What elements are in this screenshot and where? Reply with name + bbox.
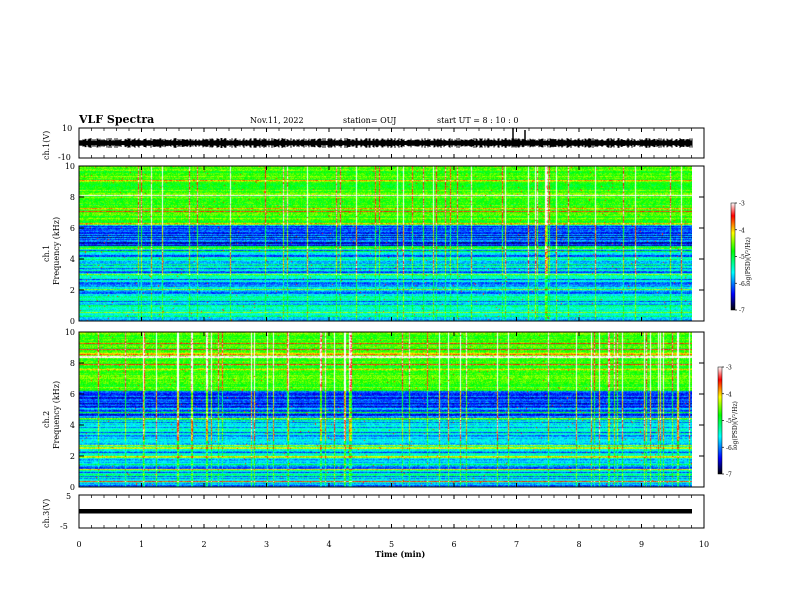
ch1-waveform-ylabel: ch.1(V) [42, 131, 51, 160]
figure-title: VLF Spectra [78, 113, 154, 126]
ch1-colorbar-label: log(PSD)(V²/Hz) [745, 237, 752, 286]
xtick-label: 9 [639, 540, 644, 549]
ytick-label: 4 [70, 421, 75, 430]
colorbar-tick-label: -7 [726, 472, 732, 479]
colorbar-tick-label: -4 [739, 227, 745, 234]
ch2-spectrogram-ylabel-b: Frequency (kHz) [52, 381, 61, 449]
ch2-colorbar-ticks: -3 -4 -5 -6 -7 [722, 365, 732, 479]
ch2-colorbar: -3 -4 -5 -6 -7 log(PSD)(V²/Hz) [717, 365, 739, 479]
station-label: station= OUJ [343, 116, 396, 125]
xtick-label: 8 [576, 540, 581, 549]
xtick-label: 4 [326, 540, 331, 549]
ch2-colorbar-label: log(PSD)(V²/Hz) [732, 401, 739, 450]
ch1-spectrogram-yticks: 0 2 4 6 8 10 [65, 162, 704, 326]
colorbar-tick-label: -3 [739, 201, 745, 208]
colorbar-tick-label: -5 [726, 418, 732, 425]
xtick-label: 3 [264, 540, 269, 549]
ch1-colorbar-gradient [730, 202, 736, 311]
ytick-label: 10 [65, 162, 75, 171]
ch2-colorbar-gradient [717, 366, 723, 475]
ytick-label: 8 [70, 193, 75, 202]
ytick-label: 8 [70, 359, 75, 368]
start-time-label: start UT = 8 : 10 : 0 [437, 116, 518, 125]
colorbar-tick-label: -3 [726, 365, 732, 372]
time-axis-label: Time (min) [375, 549, 425, 559]
ch3-ytick-top: 5 [66, 492, 71, 501]
ch1-waveform-trace [78, 128, 693, 148]
ytick-label: 4 [70, 255, 75, 264]
xtick-label: 0 [76, 540, 81, 549]
ch1-colorbar-ticks: -3 -4 -5 -6 -7 [735, 201, 745, 315]
time-axis-ticks: 0 1 2 3 4 5 6 7 8 9 10 [76, 128, 709, 549]
ch1-spectrogram-ylabel-a: ch.1 [42, 245, 51, 262]
xtick-label: 1 [139, 540, 144, 549]
date-label: Nov.11, 2022 [250, 116, 304, 125]
ch1-waveform-path [78, 138, 693, 148]
ch1-spectrogram-raster [79, 166, 692, 321]
ch3-ytick-bottom: -5 [60, 522, 68, 531]
ch2-spectrogram-image [79, 332, 692, 487]
colorbar-tick-label: -6 [739, 281, 745, 288]
ytick-label: 0 [70, 317, 75, 326]
xtick-label: 5 [389, 540, 394, 549]
ch1-waveform-panel: 10 -10 ch.1(V) [42, 124, 705, 162]
ch1-spectrogram-ylabel-b: Frequency (kHz) [52, 217, 61, 285]
ch1-spectrogram-image [79, 166, 692, 321]
xtick-label: 7 [514, 540, 519, 549]
ch2-spectrogram-raster [79, 332, 692, 487]
ch2-spectrogram-panel: 0 2 4 6 8 10 ch.2 Frequency (kHz) [42, 328, 705, 492]
ch3-waveform-ylabel: ch.3(V) [42, 499, 51, 528]
ch2-spectrogram-ylabel-a: ch.2 [42, 411, 51, 428]
xtick-label: 10 [699, 540, 709, 549]
xtick-label: 2 [201, 540, 206, 549]
colorbar-tick-label: -6 [726, 445, 732, 452]
ytick-label: 0 [70, 483, 75, 492]
ytick-label: 10 [65, 328, 75, 337]
colorbar-tick-label: -4 [726, 391, 732, 398]
ytick-label: 2 [70, 286, 75, 295]
ch1-spectrogram-panel: 0 2 4 6 8 10 ch.1 Frequency (kHz) [42, 162, 705, 326]
ch3-waveform-trace [79, 509, 692, 514]
ch2-spectrogram-yticks: 0 2 4 6 8 10 [65, 328, 704, 492]
colorbar-tick-label: -7 [739, 308, 745, 315]
colorbar-tick-label: -5 [739, 254, 745, 261]
ytick-label: 2 [70, 452, 75, 461]
ch1-ytick-top: 10 [62, 124, 72, 133]
ytick-label: 6 [70, 224, 75, 233]
xtick-label: 6 [451, 540, 456, 549]
ch1-colorbar: -3 -4 -5 -6 -7 log(PSD)(V²/Hz) [730, 201, 752, 315]
ytick-label: 6 [70, 390, 75, 399]
ch1-ytick-bottom: -10 [58, 153, 71, 162]
